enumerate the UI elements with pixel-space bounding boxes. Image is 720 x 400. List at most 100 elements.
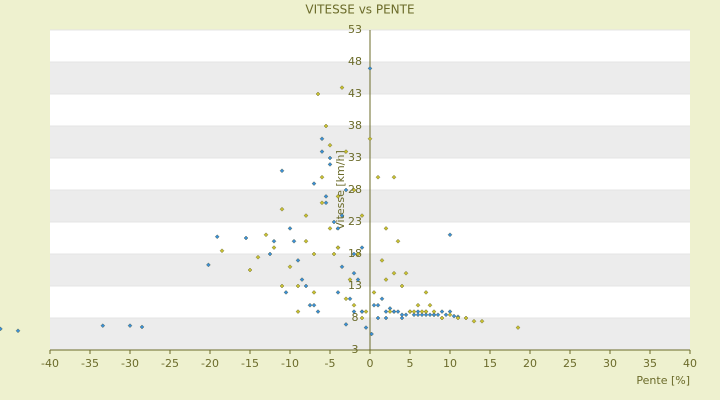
point xyxy=(443,312,449,318)
point xyxy=(431,312,437,318)
point xyxy=(363,309,369,314)
point xyxy=(279,168,285,174)
x-tick-label: -5 xyxy=(325,357,336,370)
point xyxy=(243,235,249,241)
point xyxy=(303,238,309,244)
point xyxy=(515,325,521,330)
point xyxy=(383,315,389,321)
point xyxy=(419,312,425,318)
point xyxy=(331,251,337,257)
point xyxy=(127,323,133,328)
point xyxy=(303,283,309,289)
point xyxy=(383,226,389,231)
point xyxy=(383,309,389,314)
point xyxy=(319,200,325,206)
y-tick-label: 8 xyxy=(352,311,359,324)
point xyxy=(327,162,333,167)
point xyxy=(415,312,421,318)
point xyxy=(419,309,425,314)
x-tick-label: -30 xyxy=(121,357,139,370)
point xyxy=(335,194,341,199)
point xyxy=(439,315,445,321)
point xyxy=(411,309,417,314)
x-tick-label: 40 xyxy=(683,357,697,370)
x-tick-label: 10 xyxy=(443,357,457,370)
point xyxy=(383,277,389,282)
point xyxy=(347,296,353,302)
point xyxy=(391,309,397,314)
x-tick-label: -20 xyxy=(201,357,219,370)
x-tick-label: -15 xyxy=(241,357,259,370)
point xyxy=(423,312,429,318)
point xyxy=(327,155,333,161)
point xyxy=(311,290,317,295)
point xyxy=(335,226,341,231)
point xyxy=(351,302,357,308)
point xyxy=(279,206,285,212)
point xyxy=(287,226,293,231)
point xyxy=(451,313,457,319)
point xyxy=(431,309,437,314)
point xyxy=(327,226,333,231)
point xyxy=(375,174,381,180)
point xyxy=(271,238,277,244)
point xyxy=(206,262,211,268)
point xyxy=(323,200,329,206)
point xyxy=(319,149,325,154)
point xyxy=(311,251,317,257)
point xyxy=(427,312,433,318)
point xyxy=(391,174,397,180)
x-tick-label: 30 xyxy=(603,357,617,370)
point xyxy=(299,277,305,282)
point xyxy=(347,277,353,282)
point xyxy=(315,309,321,314)
point xyxy=(100,323,106,328)
point xyxy=(0,326,3,332)
point xyxy=(295,258,301,263)
point xyxy=(327,142,333,148)
x-tick-label: -40 xyxy=(41,357,59,370)
point xyxy=(411,312,417,318)
point xyxy=(263,232,269,238)
y-tick-label: 38 xyxy=(348,119,362,132)
point xyxy=(15,328,21,334)
point xyxy=(351,251,357,257)
point xyxy=(371,302,377,308)
point xyxy=(295,309,301,314)
point xyxy=(379,296,385,302)
point xyxy=(387,309,393,314)
point xyxy=(403,270,409,276)
point xyxy=(335,245,341,250)
point xyxy=(395,238,401,244)
point xyxy=(369,331,374,337)
point xyxy=(375,302,381,308)
point xyxy=(359,315,365,321)
point xyxy=(335,290,341,295)
point xyxy=(415,302,421,308)
point xyxy=(311,302,317,308)
point xyxy=(359,213,365,218)
point xyxy=(279,283,285,289)
point xyxy=(407,309,413,314)
point xyxy=(447,312,453,318)
x-axis-title: Pente [%] xyxy=(636,374,690,387)
point xyxy=(311,181,317,186)
point xyxy=(295,283,301,289)
point xyxy=(351,309,357,314)
point xyxy=(271,245,277,250)
point xyxy=(379,258,385,263)
point xyxy=(351,270,357,276)
x-tick-label: 5 xyxy=(407,357,414,370)
point xyxy=(423,309,429,314)
point xyxy=(447,232,453,238)
point xyxy=(399,283,405,289)
point xyxy=(371,290,377,295)
point xyxy=(455,315,461,321)
point xyxy=(395,309,401,314)
y-tick-label: 48 xyxy=(348,55,362,68)
point xyxy=(351,187,357,193)
point xyxy=(139,324,145,330)
point xyxy=(403,312,409,318)
x-tick-label: -35 xyxy=(81,357,99,370)
point xyxy=(291,238,297,244)
